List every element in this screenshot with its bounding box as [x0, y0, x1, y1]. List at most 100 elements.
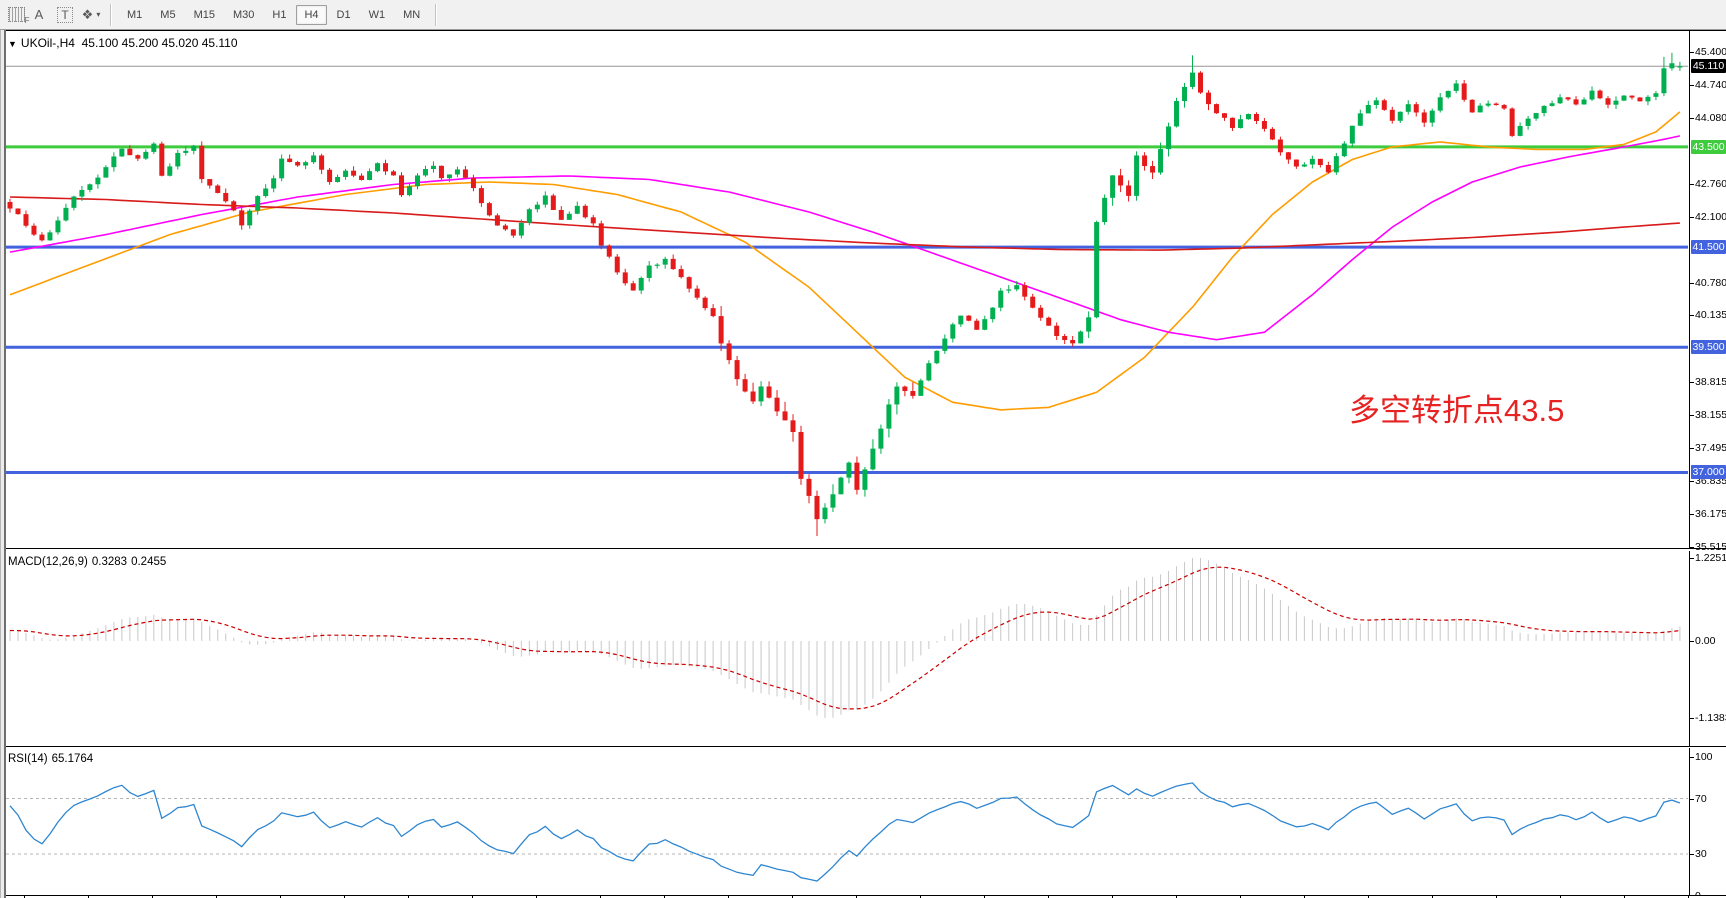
text-tool-button[interactable]: T: [53, 4, 77, 26]
macd-signal-line: [9, 566, 1680, 710]
axis-tick-mark: [1690, 117, 1694, 119]
axis-tick-label: -1.1383: [1695, 712, 1726, 724]
axis-tick-mark: [1690, 757, 1694, 758]
axis-tick-mark: [1690, 183, 1694, 185]
time-axis-tick: [1112, 896, 1113, 898]
main-chart-plot[interactable]: [6, 31, 1688, 548]
axis-tick-label: 40.135: [1695, 309, 1726, 322]
time-axis-tick: [472, 896, 473, 898]
axis-tick-label: 70: [1695, 792, 1707, 805]
time-axis-tick: [1432, 896, 1433, 898]
arrows-icon: ❖: [81, 6, 94, 22]
time-axis-tick: [1496, 896, 1497, 898]
grip-f-label: F: [24, 16, 30, 25]
time-axis-tick: [1624, 896, 1625, 898]
price-axis[interactable]: 45.400 44.740 44.080 42.760 42.100 40.780 40.1…: [1689, 31, 1726, 553]
macd-pane: MACD(12,26,9) 0.3283 0.2455 1.2251 0.00 -1.1…: [0, 551, 1726, 747]
main-price-pane: ▼ UKOil-,H4 45.100 45.200 45.020 45.110 多…: [0, 30, 1726, 553]
rsi-indicator-label: RSI(14) 65.1764: [8, 753, 97, 765]
time-axis-tick: [280, 896, 281, 898]
axis-tick-mark: [1690, 414, 1694, 416]
axis-tick-mark: [1690, 315, 1694, 317]
axis-tick-label: 36.175: [1695, 507, 1726, 520]
axis-tick-mark: [1690, 558, 1694, 559]
axis-tick-mark: [1690, 480, 1694, 482]
macd-axis[interactable]: 1.2251 0.00 -1.1383: [1689, 551, 1726, 746]
axis-tick-mark: [1690, 718, 1694, 719]
time-axis-tick: [536, 896, 537, 898]
time-axis-tick: [1368, 896, 1369, 898]
axis-tick-mark: [1690, 798, 1694, 800]
axis-tick-mark: [1690, 546, 1694, 548]
axis-tick-mark: [1690, 51, 1694, 53]
timeframe-button-MN[interactable]: MN: [403, 8, 421, 21]
time-axis-tick: [728, 896, 729, 898]
axis-tick-label: 42.100: [1695, 211, 1726, 224]
axis-tick-label: 35.515: [1695, 540, 1726, 553]
text-label-tool-button[interactable]: A: [27, 4, 51, 26]
price-badge-37.000: 37.000: [1691, 465, 1726, 480]
toolbar: F A T ❖ ▾ M1 M5 M15 M30 H1 H4 D1 W1 MN: [0, 0, 1726, 30]
chart-annotation-text: 多空转折点43.5: [1349, 393, 1565, 428]
axis-tick-label: 100: [1695, 751, 1713, 763]
rsi-axis[interactable]: 100 70 30 0: [1689, 748, 1726, 898]
axis-tick-label: 30: [1695, 847, 1707, 860]
chevron-down-icon: ▾: [96, 10, 101, 19]
time-axis-tick: [1688, 896, 1689, 898]
axis-tick-mark: [1690, 640, 1694, 642]
time-axis-tick: [152, 896, 153, 898]
time-axis-tick: [344, 896, 345, 898]
axis-tick-mark: [1690, 217, 1694, 219]
timeframe-button-W1[interactable]: W1: [368, 8, 386, 21]
timeframe-button-M5[interactable]: M5: [160, 8, 176, 21]
macd-indicator-label: MACD(12,26,9) 0.3283 0.2455: [8, 556, 170, 568]
timeframe-button-M1[interactable]: M1: [127, 8, 143, 21]
timeframe-button-D1[interactable]: D1: [336, 8, 351, 21]
toolbar-grip-tool[interactable]: F: [1, 4, 30, 26]
time-axis-tick: [1048, 896, 1049, 898]
time-axis-tick: [600, 896, 601, 898]
rsi-line: [9, 782, 1681, 882]
text-tool-icon: T: [57, 6, 73, 23]
timeframe-button-M15[interactable]: M15: [193, 8, 215, 21]
ma-fast: [9, 111, 1681, 411]
toolbar-separator: [110, 3, 112, 26]
time-axis[interactable]: 6 Oct 20207 Oct 12:008 Oct 20:0012 Oct 0…: [0, 896, 1726, 898]
ma-medium: [9, 135, 1681, 341]
axis-tick-mark: [1690, 853, 1694, 855]
rsi-plot[interactable]: [6, 748, 1688, 895]
rsi-value: 65.1764: [51, 753, 94, 765]
axis-tick-label: 37.495: [1695, 441, 1726, 454]
window-left-frame: [0, 30, 6, 898]
time-axis-tick: [984, 896, 985, 898]
time-axis-tick: [1240, 896, 1241, 898]
timeframe-button-M30[interactable]: M30: [232, 8, 255, 21]
chevron-down-icon[interactable]: ▼: [8, 39, 17, 49]
ma-slow: [9, 196, 1680, 251]
timeframe-button-H4[interactable]: H4: [296, 4, 327, 25]
time-axis-tick: [24, 896, 25, 898]
rsi-name: RSI(14): [8, 753, 48, 765]
rsi-pane: RSI(14) 65.1764 100 70 30 0: [0, 748, 1726, 898]
axis-tick-label: 0.00: [1695, 634, 1716, 647]
axis-tick-label: 45.400: [1695, 45, 1726, 58]
time-axis-tick: [88, 896, 89, 898]
macd-plot[interactable]: [6, 551, 1688, 746]
time-axis-tick: [792, 896, 793, 898]
axis-tick-label: 44.080: [1695, 111, 1726, 124]
macd-signal-value: 0.2455: [131, 556, 167, 568]
price-badge-41.500: 41.500: [1691, 240, 1726, 255]
axis-tick-label: 40.780: [1695, 277, 1726, 290]
chart-window: ▼ UKOil-,H4 45.100 45.200 45.020 45.110 多…: [0, 30, 1726, 898]
axis-tick-mark: [1690, 513, 1694, 515]
arrows-tool-button[interactable]: ❖ ▾: [79, 4, 103, 26]
timeframe-button-H1[interactable]: H1: [272, 8, 287, 21]
axis-tick-mark: [1690, 84, 1694, 86]
axis-tick-mark: [1690, 447, 1694, 449]
grid-grip-icon: F: [7, 7, 30, 25]
ohlc-values: 45.100 45.200 45.020 45.110: [81, 36, 238, 50]
axis-tick-label: 44.740: [1695, 78, 1726, 91]
toolbar-separator: [435, 3, 438, 26]
price-badge-43.500: 43.500: [1691, 139, 1726, 154]
